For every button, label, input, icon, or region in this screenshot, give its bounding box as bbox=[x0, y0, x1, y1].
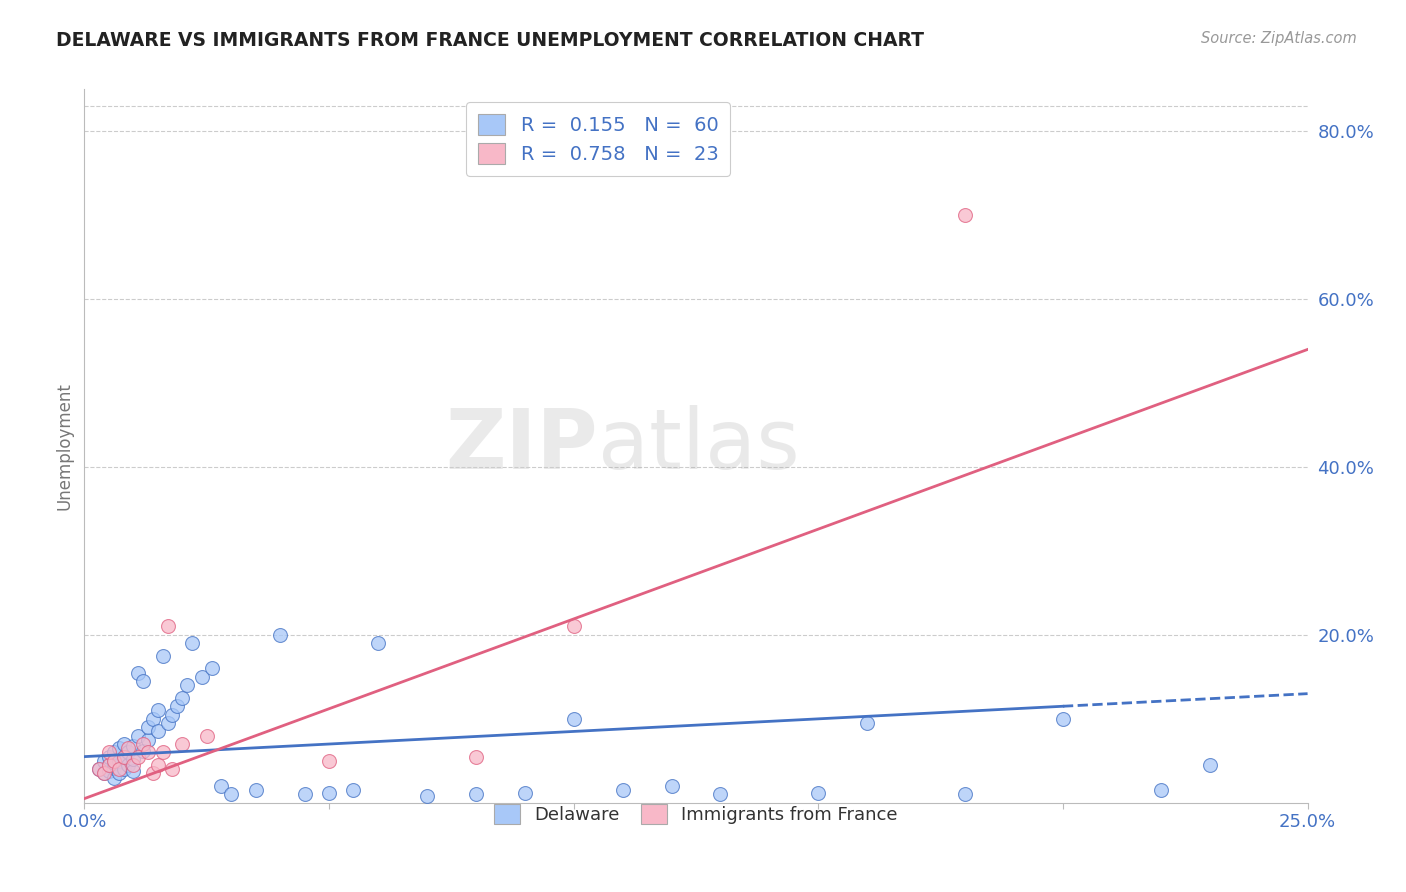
Point bbox=[103, 754, 125, 768]
Point bbox=[93, 766, 115, 780]
Point bbox=[200, 661, 222, 675]
Point bbox=[146, 724, 169, 739]
Point bbox=[562, 619, 585, 633]
Point bbox=[709, 788, 731, 802]
Point bbox=[132, 674, 155, 689]
Point bbox=[318, 786, 340, 800]
Point bbox=[107, 754, 129, 768]
Point bbox=[953, 208, 976, 222]
Point bbox=[103, 760, 125, 774]
Point bbox=[127, 749, 149, 764]
Point bbox=[87, 762, 110, 776]
Point bbox=[219, 788, 242, 802]
Point bbox=[132, 737, 155, 751]
Point bbox=[122, 752, 145, 766]
Point bbox=[172, 737, 194, 751]
Point bbox=[294, 788, 316, 802]
Point bbox=[156, 716, 179, 731]
Point bbox=[127, 729, 149, 743]
Point bbox=[87, 762, 110, 776]
Point bbox=[162, 707, 184, 722]
Point bbox=[146, 703, 169, 717]
Point bbox=[195, 729, 218, 743]
Point bbox=[464, 749, 486, 764]
Point bbox=[103, 756, 125, 770]
Point bbox=[367, 636, 389, 650]
Point bbox=[661, 779, 683, 793]
Point bbox=[107, 762, 129, 776]
Point bbox=[93, 754, 115, 768]
Point bbox=[97, 758, 120, 772]
Point bbox=[342, 783, 364, 797]
Point bbox=[112, 737, 135, 751]
Point bbox=[142, 712, 165, 726]
Point bbox=[112, 749, 135, 764]
Point bbox=[97, 758, 120, 772]
Legend: Delaware, Immigrants from France: Delaware, Immigrants from France bbox=[485, 795, 907, 833]
Point bbox=[209, 779, 232, 793]
Point bbox=[612, 783, 634, 797]
Point bbox=[112, 749, 135, 764]
Point bbox=[1150, 783, 1173, 797]
Point bbox=[127, 665, 149, 680]
Point bbox=[156, 619, 179, 633]
Point bbox=[513, 786, 536, 800]
Point bbox=[136, 720, 159, 734]
Point bbox=[269, 628, 291, 642]
Point bbox=[117, 741, 139, 756]
Point bbox=[464, 788, 486, 802]
Text: DELAWARE VS IMMIGRANTS FROM FRANCE UNEMPLOYMENT CORRELATION CHART: DELAWARE VS IMMIGRANTS FROM FRANCE UNEMP… bbox=[56, 31, 924, 50]
Point bbox=[416, 789, 439, 803]
Point bbox=[107, 741, 129, 756]
Point bbox=[807, 786, 830, 800]
Point bbox=[562, 712, 585, 726]
Y-axis label: Unemployment: Unemployment bbox=[55, 382, 73, 510]
Point bbox=[103, 746, 125, 760]
Point bbox=[93, 766, 115, 780]
Point bbox=[181, 636, 204, 650]
Point bbox=[191, 670, 214, 684]
Point bbox=[166, 699, 188, 714]
Point bbox=[1052, 712, 1074, 726]
Point bbox=[112, 762, 135, 776]
Point bbox=[122, 764, 145, 778]
Point bbox=[117, 746, 139, 760]
Text: ZIP: ZIP bbox=[446, 406, 598, 486]
Point bbox=[856, 716, 879, 731]
Point bbox=[117, 758, 139, 772]
Point bbox=[97, 764, 120, 778]
Point bbox=[1198, 758, 1220, 772]
Point bbox=[107, 766, 129, 780]
Text: atlas: atlas bbox=[598, 406, 800, 486]
Point bbox=[176, 678, 198, 692]
Point bbox=[103, 771, 125, 785]
Point bbox=[146, 758, 169, 772]
Point bbox=[122, 739, 145, 753]
Point bbox=[318, 754, 340, 768]
Point bbox=[152, 746, 174, 760]
Point bbox=[97, 746, 120, 760]
Point bbox=[136, 746, 159, 760]
Point bbox=[136, 732, 159, 747]
Point bbox=[172, 690, 194, 705]
Point bbox=[132, 744, 155, 758]
Point bbox=[122, 758, 145, 772]
Point bbox=[953, 788, 976, 802]
Point bbox=[142, 766, 165, 780]
Text: Source: ZipAtlas.com: Source: ZipAtlas.com bbox=[1201, 31, 1357, 46]
Point bbox=[152, 648, 174, 663]
Point bbox=[245, 783, 267, 797]
Point bbox=[97, 749, 120, 764]
Point bbox=[162, 762, 184, 776]
